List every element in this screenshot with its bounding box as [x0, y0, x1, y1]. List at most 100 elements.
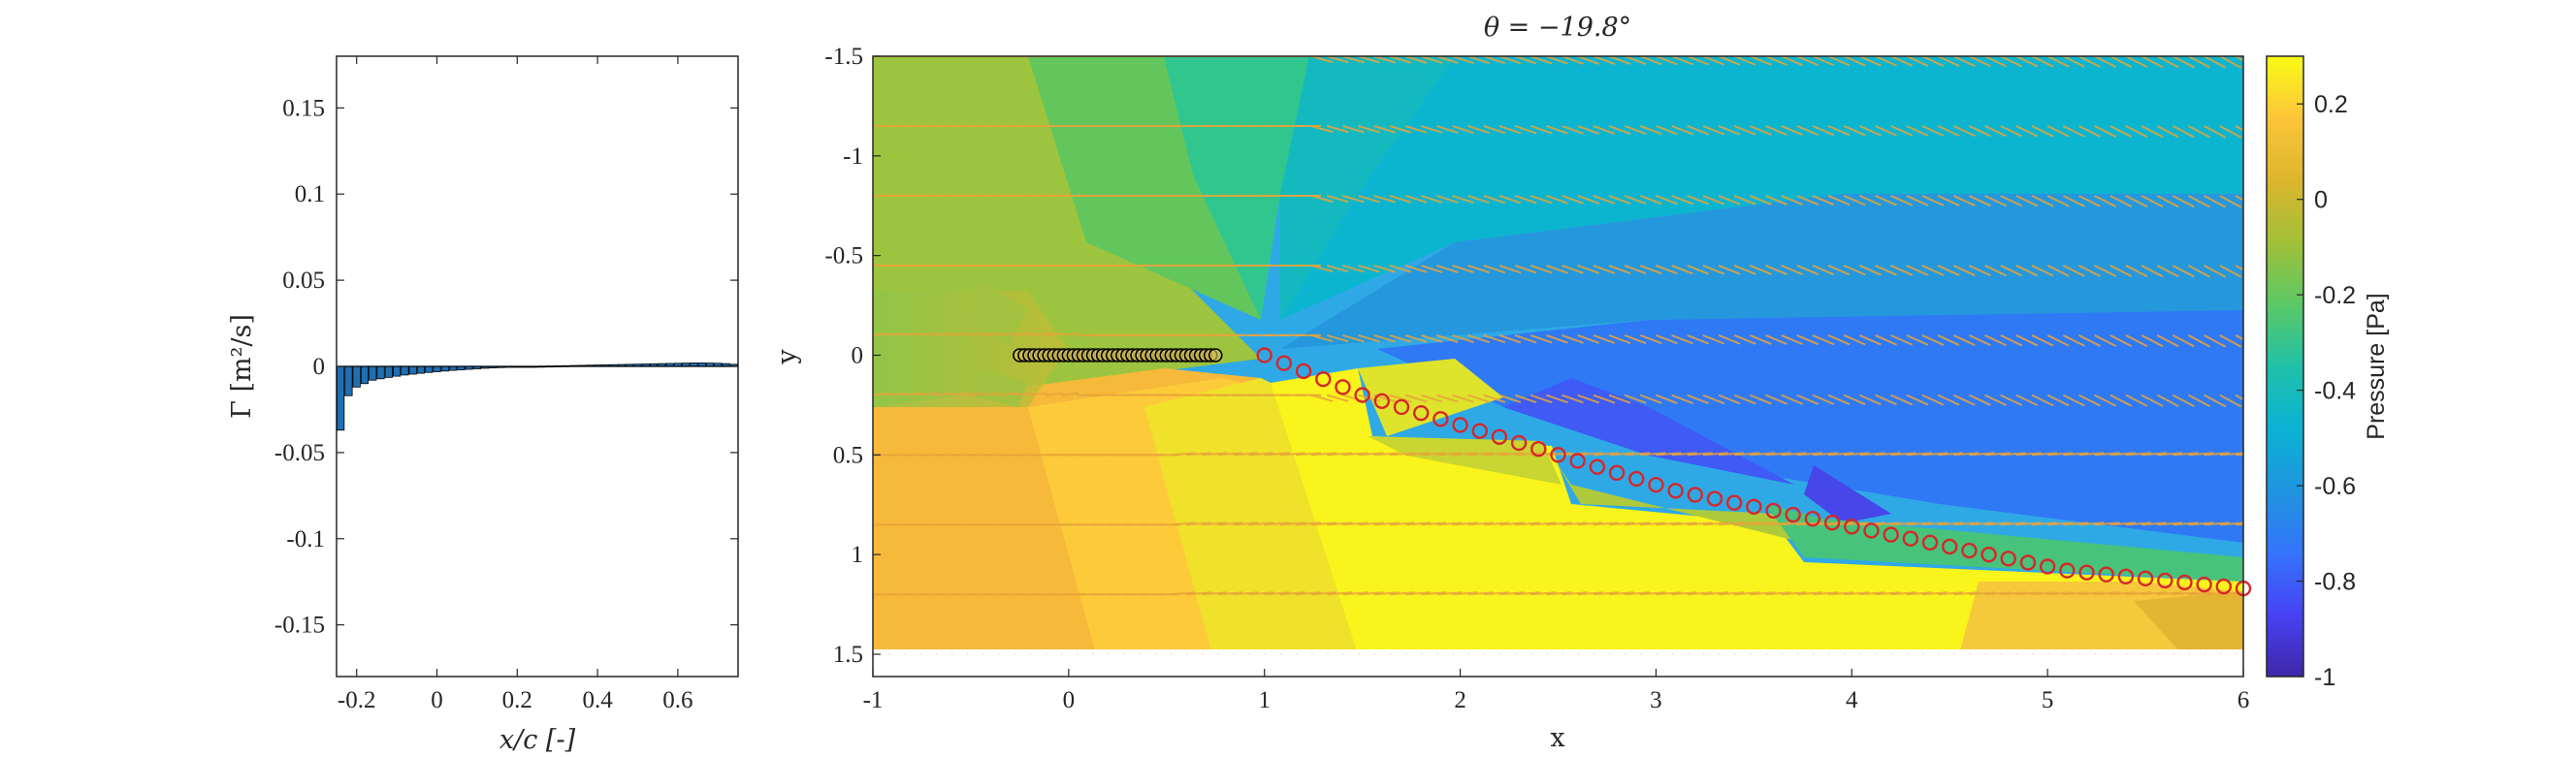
- quiver-arrow: [2156, 125, 2179, 139]
- quiver-arrow: [2062, 125, 2085, 138]
- quiver-arrow: [2235, 125, 2243, 132]
- quiver-arrow: [1984, 334, 2007, 347]
- quiver-arrow: [1498, 653, 1502, 654]
- quiver-arrow: [1593, 265, 1616, 274]
- quiver-arrow: [1937, 125, 1960, 138]
- quiver-arrow: [1452, 125, 1474, 135]
- quiver-arrow: [1373, 333, 1397, 343]
- quiver-arrow: [1092, 653, 1095, 654]
- quiver-arrow: [1577, 125, 1600, 135]
- quiver-arrow: [2015, 521, 2042, 526]
- circulation-bar: [392, 365, 402, 377]
- quiver-arrow: [1123, 653, 1126, 654]
- quiver-arrow: [1639, 125, 1662, 136]
- quiver-arrow: [1858, 334, 1882, 346]
- quiver-arrow: [1514, 394, 1537, 404]
- quiver-arrow: [1248, 653, 1251, 654]
- quiver-arrow: [1562, 591, 1588, 596]
- quiver-arrow: [1608, 394, 1631, 404]
- quiver-arrow: [1844, 452, 1870, 457]
- quiver-arrow: [1702, 521, 1728, 526]
- wake-vortex-point: [2000, 551, 2016, 567]
- circulation-x-ticks: -0.2 0 0.2 0.4 0.6: [338, 56, 693, 713]
- wake-vortex-point: [2215, 578, 2233, 595]
- quiver-arrow: [1702, 334, 1725, 345]
- quiver-arrow: [1702, 394, 1725, 405]
- quiver-arrow: [1952, 56, 1976, 68]
- quiver-arrow: [2172, 394, 2195, 408]
- quiver-arrow: [1467, 333, 1490, 344]
- quiver-arrow: [2094, 125, 2117, 138]
- quiver-arrow: [1890, 195, 1914, 206]
- quiver-arrow: [1640, 521, 1666, 526]
- quiver-arrow: [2077, 394, 2101, 407]
- quiver-arrow: [2000, 125, 2023, 138]
- quiver-arrow: [1436, 125, 1459, 134]
- quiver-arrow: [2062, 56, 2085, 68]
- quiver-arrow: [2015, 452, 2042, 457]
- quiver-arrow: [904, 653, 907, 654]
- quiver-arrow: [1937, 195, 1960, 207]
- quiver-arrow: [2015, 56, 2039, 68]
- quiver-arrow: [1358, 195, 1380, 204]
- quiver-arrow: [2204, 195, 2227, 208]
- quiver-arrow: [2141, 394, 2164, 407]
- wake-vortex-point: [1275, 355, 1293, 371]
- quiver-arrow: [1765, 195, 1787, 205]
- quiver-arrow: [2156, 56, 2179, 69]
- y-tick-label: 1.5: [833, 642, 863, 668]
- quiver-arrow: [2077, 56, 2101, 68]
- quiver-arrow: [1796, 56, 1819, 67]
- wake-vortex-point: [1412, 404, 1430, 422]
- quiver-arrow: [2063, 452, 2089, 457]
- quiver-arrow: [1546, 195, 1568, 205]
- quiver-arrow: [2015, 591, 2042, 596]
- quiver-arrow: [1327, 591, 1353, 596]
- quiver-arrow: [1827, 521, 1854, 526]
- quiver-arrow: [1342, 125, 1365, 134]
- quiver-arrow: [1373, 264, 1397, 273]
- quiver-arrow: [1858, 125, 1882, 137]
- quiver-arrow: [2204, 394, 2227, 408]
- quiver-arrow: [2000, 653, 2003, 654]
- quiver-arrow: [1608, 333, 1631, 344]
- quiver-arrow: [2173, 591, 2199, 596]
- quiver-arrow: [1060, 331, 1079, 336]
- quiver-arrow: [2156, 195, 2179, 208]
- quiver-arrow: [1671, 125, 1693, 136]
- quiver-arrow: [1436, 264, 1459, 273]
- quiver-arrow: [1984, 265, 2007, 277]
- wake-vortex-point: [1823, 515, 1841, 531]
- quiver-arrow: [2219, 653, 2222, 654]
- quiver-arrow: [1452, 452, 1478, 457]
- quiver-arrow: [1467, 591, 1494, 596]
- wake-vortex-point: [1550, 447, 1566, 463]
- quiver-arrow: [1170, 653, 1173, 654]
- quiver-arrow: [1749, 195, 1772, 205]
- quiver-arrow: [1952, 265, 1976, 277]
- pressure-y-ticks: -1.5 -1 -0.5 0 0.5 1 1.5: [824, 44, 881, 668]
- quiver-arrow: [1327, 333, 1349, 343]
- quiver-arrow: [1248, 521, 1274, 526]
- quiver-arrow: [2063, 591, 2089, 596]
- quiver-arrow: [1937, 56, 1960, 68]
- wake-vortex-point: [1373, 393, 1391, 410]
- quiver-arrow: [1937, 334, 1960, 346]
- quiver-arrow: [1719, 653, 1722, 654]
- quiver-arrow: [1937, 394, 1960, 406]
- quiver-arrow: [1593, 653, 1595, 654]
- quiver-arrow: [1498, 265, 1522, 274]
- quiver-arrow: [2094, 653, 2097, 654]
- quiver-arrow: [1358, 333, 1380, 343]
- quiver-arrow: [1890, 653, 1893, 654]
- quiver-arrow: [1639, 265, 1662, 275]
- quiver-arrow: [1843, 56, 1866, 67]
- quiver-arrow: [1264, 591, 1290, 596]
- wake-vortex-point: [1589, 458, 1606, 475]
- quiver-arrow: [1436, 452, 1463, 457]
- x-tick-label: 0.6: [662, 687, 692, 713]
- quiver-arrow: [1483, 125, 1506, 135]
- quiver-arrow: [2219, 334, 2242, 348]
- quiver-arrow: [1656, 591, 1682, 596]
- quiver-arrow: [2141, 195, 2164, 208]
